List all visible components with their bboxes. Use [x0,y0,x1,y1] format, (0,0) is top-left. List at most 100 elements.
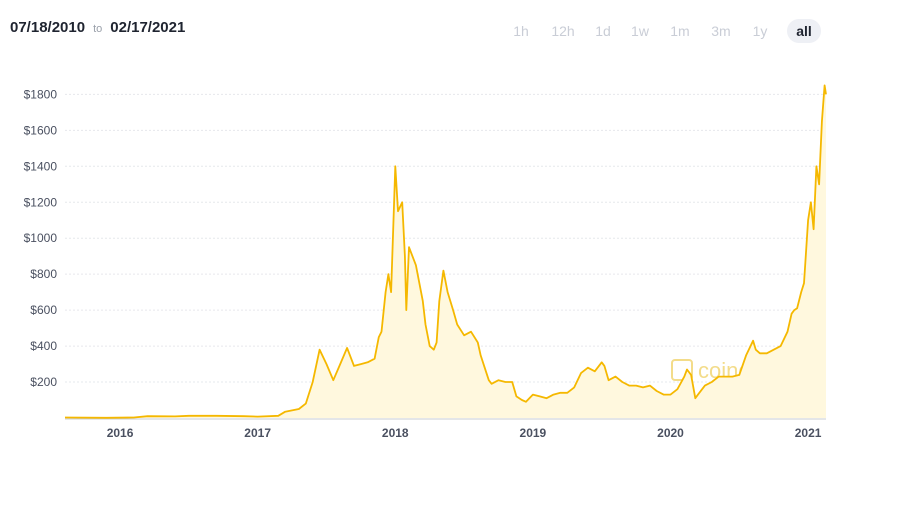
price-point[interactable] [552,393,556,397]
price-point[interactable] [579,371,583,375]
tab-1m[interactable]: 1m [670,23,690,39]
price-point[interactable] [384,290,388,294]
price-point[interactable] [414,263,418,267]
price-point[interactable] [496,378,500,382]
price-point[interactable] [462,333,466,337]
price-point[interactable] [724,375,728,379]
price-point[interactable] [572,385,576,389]
range-start-date[interactable]: 07/18/2010 [10,19,86,36]
price-point[interactable] [602,364,606,368]
price-point[interactable] [377,335,381,339]
price-point[interactable] [696,393,700,397]
price-point[interactable] [276,414,280,418]
price-point[interactable] [620,380,624,384]
price-point[interactable] [396,209,400,213]
price-point[interactable] [703,384,707,388]
price-point[interactable] [428,344,432,348]
price-point[interactable] [744,353,748,357]
tab-1y[interactable]: 1y [752,23,768,39]
price-point[interactable] [812,227,816,231]
price-point[interactable] [146,414,150,418]
price-point[interactable] [693,396,697,400]
price-point[interactable] [814,164,818,168]
price-point[interactable] [600,360,604,364]
price-point[interactable] [613,375,617,379]
price-point[interactable] [790,312,794,316]
price-point[interactable] [424,323,428,327]
price-point[interactable] [545,396,549,400]
price-point[interactable] [403,254,407,258]
price-point[interactable] [242,414,246,418]
price-point[interactable] [593,369,597,373]
price-point[interactable] [824,92,828,96]
tab-1w[interactable]: 1w [631,23,649,39]
price-point[interactable] [446,290,450,294]
price-point[interactable] [63,415,67,419]
price-point[interactable] [772,348,776,352]
price-point[interactable] [421,299,425,303]
price-point[interactable] [404,308,408,312]
price-point[interactable] [366,360,370,364]
price-point[interactable] [503,380,507,384]
price-point[interactable] [437,299,441,303]
price-point[interactable] [352,364,356,368]
price-point[interactable] [558,391,562,395]
price-point[interactable] [214,414,218,418]
price-point[interactable] [490,382,494,386]
price-point[interactable] [648,384,652,388]
price-point[interactable] [565,391,569,395]
price-point[interactable] [779,344,783,348]
price-point[interactable] [641,385,645,389]
price-point[interactable] [479,353,483,357]
price-point[interactable] [318,348,322,352]
price-point[interactable] [283,410,287,414]
price-point[interactable] [799,290,803,294]
price-point[interactable] [311,380,315,384]
price-point[interactable] [187,414,191,418]
price-point[interactable] [373,357,377,361]
tab-1d[interactable]: 1d [595,23,611,39]
tab-1h[interactable]: 1h [513,23,529,39]
price-point[interactable] [487,378,491,382]
price-point[interactable] [324,362,328,366]
price-point[interactable] [469,330,473,334]
price-point[interactable] [338,362,342,366]
price-point[interactable] [682,375,686,379]
price-point[interactable] [737,373,741,377]
price-point[interactable] [104,416,108,420]
price-point[interactable] [297,407,301,411]
price-point[interactable] [817,182,821,186]
price-point[interactable] [765,351,769,355]
price-point[interactable] [685,367,689,371]
price-point[interactable] [304,402,308,406]
price-point[interactable] [441,269,445,273]
price-point[interactable] [331,378,335,382]
price-point[interactable] [655,389,659,393]
price-point[interactable] [785,330,789,334]
price-point[interactable] [256,415,260,419]
price-point[interactable] [668,393,672,397]
price-point[interactable] [754,348,758,352]
price-point[interactable] [820,119,824,123]
range-end-date[interactable]: 02/17/2021 [110,19,186,36]
price-point[interactable] [393,164,397,168]
price-point[interactable] [662,393,666,397]
price-point[interactable] [717,375,721,379]
price-point[interactable] [675,387,679,391]
price-point[interactable] [483,366,487,370]
price-point[interactable] [132,415,136,419]
price-point[interactable] [386,272,390,276]
price-point[interactable] [538,394,542,398]
tab-3m[interactable]: 3m [711,23,731,39]
price-point[interactable] [627,384,631,388]
price-line[interactable] [64,84,827,419]
price-point[interactable] [758,351,762,355]
price-point[interactable] [586,366,590,370]
price-point[interactable] [806,218,810,222]
price-point[interactable] [432,348,436,352]
tab-all[interactable]: all [787,19,821,43]
price-point[interactable] [476,340,480,344]
price-point[interactable] [359,362,363,366]
price-point[interactable] [520,398,524,402]
